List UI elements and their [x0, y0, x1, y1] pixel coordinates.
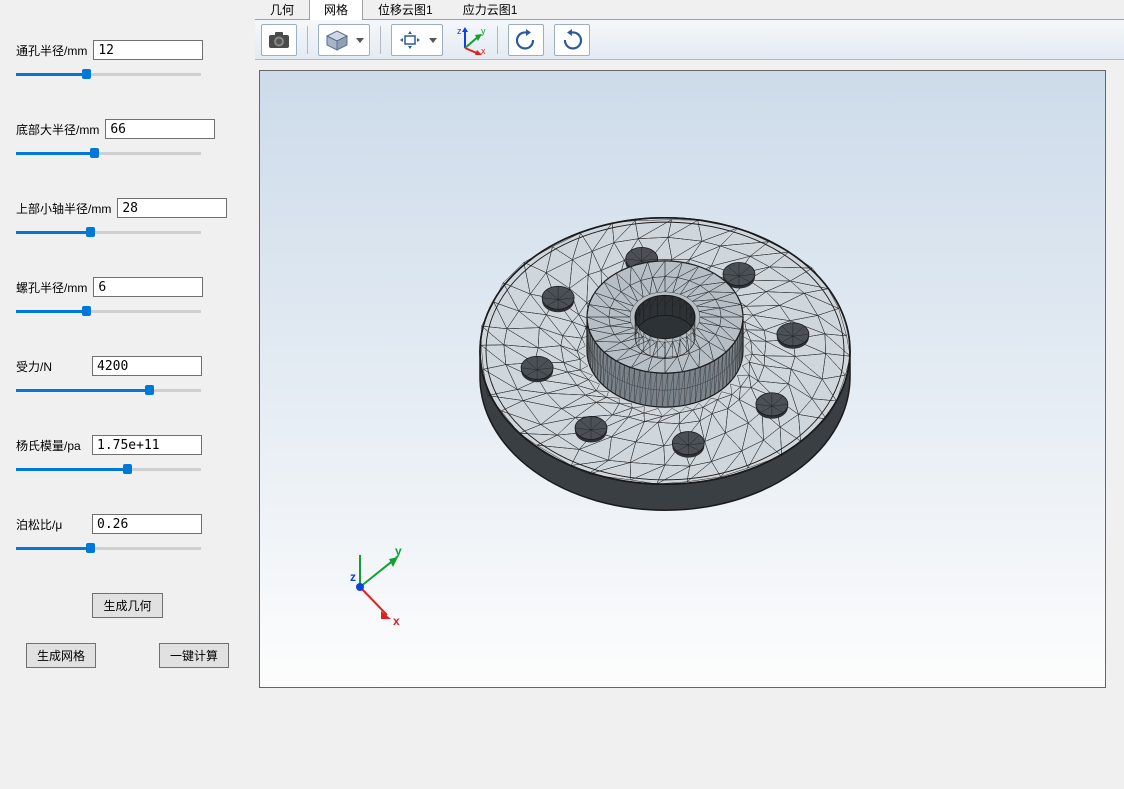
- viewport-toolbar: z y x: [255, 20, 1124, 60]
- param-group: 底部大半径/mm: [16, 119, 239, 163]
- tab[interactable]: 网格: [309, 0, 363, 20]
- param-slider[interactable]: [16, 303, 201, 321]
- view-cube-icon[interactable]: [318, 24, 370, 56]
- param-input[interactable]: [92, 356, 202, 376]
- param-group: 泊松比/μ: [16, 514, 239, 558]
- axis-triad: z y x: [335, 537, 425, 627]
- svg-text:z: z: [350, 570, 356, 584]
- param-slider[interactable]: [16, 66, 201, 84]
- tab[interactable]: 应力云图1: [448, 0, 533, 20]
- param-slider[interactable]: [16, 145, 201, 163]
- param-group: 受力/N: [16, 356, 239, 400]
- param-slider[interactable]: [16, 224, 201, 242]
- screenshot-icon[interactable]: [261, 24, 297, 56]
- tab[interactable]: 位移云图1: [363, 0, 448, 20]
- tab[interactable]: 几何: [255, 0, 309, 20]
- param-label: 泊松比/μ: [16, 516, 86, 533]
- param-slider[interactable]: [16, 382, 201, 400]
- svg-text:y: y: [481, 26, 486, 36]
- param-input[interactable]: [92, 435, 202, 455]
- param-label: 上部小轴半径/mm: [16, 200, 111, 217]
- param-input[interactable]: [93, 40, 203, 60]
- generate-mesh-button[interactable]: 生成网格: [26, 643, 96, 668]
- param-label: 杨氏模量/pa: [16, 437, 86, 454]
- rotate-ccw-icon[interactable]: [508, 24, 544, 56]
- param-slider[interactable]: [16, 540, 201, 558]
- viewport-3d[interactable]: z y x: [259, 70, 1106, 688]
- param-label: 通孔半径/mm: [16, 42, 87, 59]
- param-label: 底部大半径/mm: [16, 121, 99, 138]
- param-input[interactable]: [93, 277, 203, 297]
- svg-text:z: z: [457, 26, 462, 36]
- param-label: 螺孔半径/mm: [16, 279, 87, 296]
- rotate-cw-icon[interactable]: [554, 24, 590, 56]
- param-label: 受力/N: [16, 358, 86, 375]
- param-group: 杨氏模量/pa: [16, 435, 239, 479]
- one-click-compute-button[interactable]: 一键计算: [159, 643, 229, 668]
- param-input[interactable]: [92, 514, 202, 534]
- param-group: 上部小轴半径/mm: [16, 198, 239, 242]
- param-group: 螺孔半径/mm: [16, 277, 239, 321]
- param-group: 通孔半径/mm: [16, 40, 239, 84]
- svg-text:x: x: [481, 46, 486, 56]
- param-input[interactable]: [117, 198, 227, 218]
- tab-bar: 几何网格位移云图1应力云图1: [255, 0, 1124, 20]
- axis-gizmo[interactable]: z y x: [453, 24, 487, 56]
- svg-text:x: x: [393, 614, 400, 627]
- pan-icon[interactable]: [391, 24, 443, 56]
- parameter-panel: 通孔半径/mm 底部大半径/mm 上部小轴半径/mm 螺孔半径/mm: [0, 0, 255, 789]
- generate-geometry-button[interactable]: 生成几何: [92, 593, 162, 618]
- param-input[interactable]: [105, 119, 215, 139]
- svg-text:y: y: [395, 544, 402, 558]
- param-slider[interactable]: [16, 461, 201, 479]
